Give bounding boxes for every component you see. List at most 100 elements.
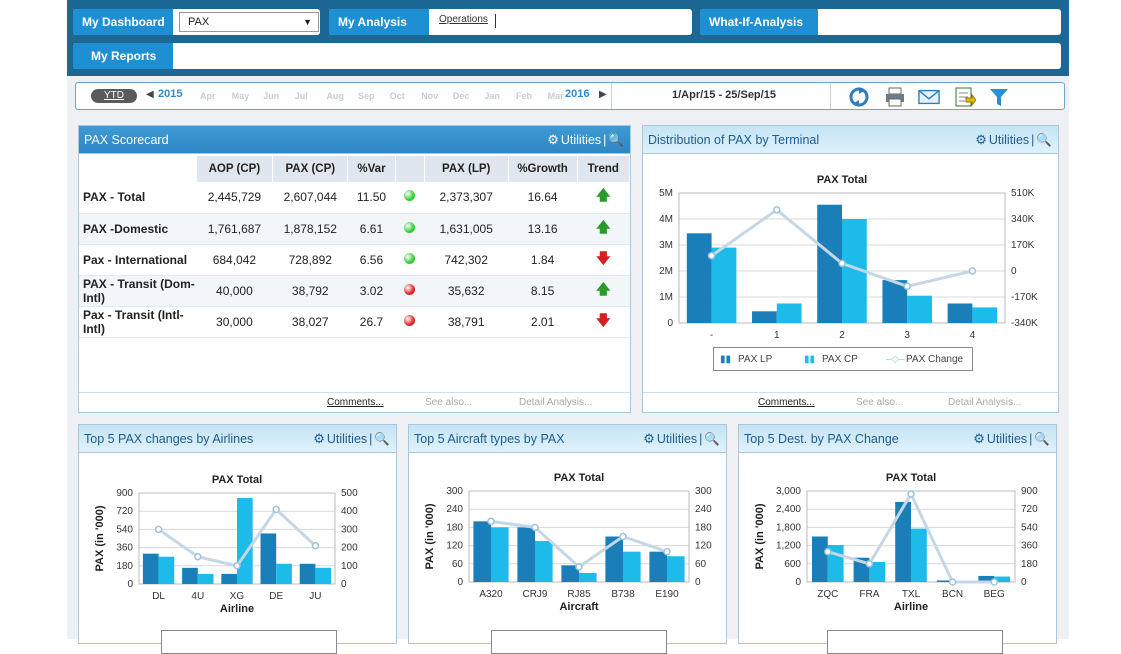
utilities-label: Utilities: [986, 432, 1028, 446]
whatif-nav: What-If-Analysis: [700, 9, 1061, 35]
utilities-menu[interactable]: ⚙ Utilities | 🔍: [975, 132, 1052, 148]
year-start[interactable]: 2015: [158, 88, 183, 100]
row-label: Pax - International: [79, 244, 197, 276]
bar: [649, 551, 667, 582]
column-header: AOP (CP): [196, 156, 274, 182]
ytd-button[interactable]: YTD: [91, 89, 137, 103]
utilities-menu[interactable]: ⚙ Utilities | 🔍: [547, 132, 624, 148]
month-jan[interactable]: Jan: [484, 91, 500, 101]
export-icon[interactable]: [954, 86, 976, 108]
y-tick-label: 240: [446, 504, 463, 515]
x-tick-label: JU: [309, 591, 321, 602]
x-tick-label: 4: [970, 330, 976, 341]
column-header: %Growth: [508, 156, 578, 182]
panel-title: PAX Scorecard: [84, 133, 169, 147]
line-point: [619, 532, 627, 541]
month-aug[interactable]: Aug: [326, 91, 344, 101]
table-row[interactable]: PAX - Total 2,445,729 2,607,044 11.50 2,373,…: [79, 182, 630, 214]
month-jun[interactable]: Jun: [263, 91, 280, 101]
separator: |: [699, 432, 703, 446]
refresh-icon[interactable]: [848, 86, 870, 108]
utilities-menu[interactable]: ⚙ Utilities | 🔍: [973, 431, 1050, 447]
bar: [811, 536, 828, 582]
dashboard-select-value: PAX: [188, 16, 210, 28]
dashboard-select[interactable]: PAX ▼: [179, 12, 319, 32]
legend-pax-lp: PAX LP: [738, 354, 773, 365]
status-cell: [395, 182, 425, 214]
print-icon[interactable]: [884, 86, 906, 108]
see-also-link[interactable]: See also...: [425, 397, 473, 408]
month-feb[interactable]: Feb: [516, 91, 533, 101]
separator: |: [603, 133, 607, 147]
my-analysis-tab[interactable]: My Analysis: [329, 9, 429, 35]
my-dashboard-tab[interactable]: My Dashboard: [73, 9, 173, 35]
month-may[interactable]: May: [231, 91, 250, 101]
table-row[interactable]: PAX - Transit (Dom-Intl) 40,000 38,792 3.02…: [79, 275, 630, 307]
dest-panel: Top 5 Dest. by PAX Change ⚙ Utilities | 🔍 P…: [738, 424, 1057, 654]
y-tick-label: 300: [446, 486, 463, 497]
trend-up-icon: 🡅: [596, 280, 611, 297]
month-nov[interactable]: Nov: [421, 91, 439, 101]
table-row[interactable]: PAX -Domestic 1,761,687 1,878,152 6.61 1,631…: [79, 213, 630, 245]
y-tick-label: 3M: [659, 240, 673, 251]
dropdown-arrow-icon: ▼: [303, 17, 312, 27]
y2-tick-label: -340K: [1011, 318, 1038, 329]
what-if-analysis-tab[interactable]: What-If-Analysis: [700, 9, 818, 35]
month-sep[interactable]: Sep: [358, 91, 375, 101]
my-reports-tab[interactable]: My Reports: [73, 43, 173, 69]
operations-link[interactable]: Operations: [439, 14, 496, 28]
bar: [978, 575, 995, 582]
y-tick-label: 360: [116, 543, 133, 554]
y2-tick-label: 300: [695, 486, 712, 497]
zoom-icon[interactable]: 🔍: [704, 431, 720, 446]
utilities-menu[interactable]: ⚙ Utilities | 🔍: [643, 431, 720, 447]
y2-tick-label: 540: [1021, 522, 1038, 533]
status-red-icon: [404, 283, 416, 295]
bar: [517, 527, 535, 582]
comments-link[interactable]: Comments...: [327, 397, 384, 408]
bar: [276, 563, 292, 584]
zoom-icon[interactable]: 🔍: [1036, 132, 1052, 147]
detail-analysis-link[interactable]: Detail Analysis...: [948, 397, 1022, 408]
separator: |: [369, 432, 373, 446]
zoom-icon[interactable]: 🔍: [374, 431, 390, 446]
dashboard-nav: My Dashboard PAX ▼: [73, 9, 320, 35]
y-tick-label: 0: [795, 577, 801, 588]
month-jul[interactable]: Jul: [294, 91, 308, 101]
detail-analysis-link[interactable]: Detail Analysis...: [519, 397, 593, 408]
y2-tick-label: 180: [1021, 559, 1038, 570]
timeline-prev-icon[interactable]: ◀: [146, 89, 154, 100]
bar: [972, 307, 998, 323]
bar: [237, 498, 253, 584]
trend-cell: 🡅: [577, 275, 630, 307]
status-cell: [395, 275, 425, 307]
gears-icon: ⚙: [313, 431, 325, 446]
timeline-next-icon[interactable]: ▶: [599, 89, 607, 100]
month-mar[interactable]: Mar: [547, 91, 564, 101]
y-axis-label: PAX (in '000): [424, 503, 436, 569]
table-row[interactable]: Pax - International 684,042 728,892 6.56 742…: [79, 244, 630, 276]
email-icon[interactable]: [918, 86, 940, 108]
comments-link[interactable]: Comments...: [758, 397, 815, 408]
month-dec[interactable]: Dec: [452, 91, 470, 101]
row-label: PAX - Transit (Dom-Intl): [79, 275, 197, 307]
filter-icon[interactable]: [988, 86, 1010, 108]
zoom-icon[interactable]: 🔍: [608, 132, 624, 147]
y2-tick-label: 720: [1021, 504, 1038, 515]
bar: [158, 556, 175, 584]
zoom-icon[interactable]: 🔍: [1034, 431, 1050, 446]
month-apr[interactable]: Apr: [200, 91, 216, 101]
x-axis-label: Airline: [894, 601, 928, 613]
table-cell: 728,892: [272, 244, 348, 276]
utilities-menu[interactable]: ⚙ Utilities | 🔍: [313, 431, 390, 447]
year-end[interactable]: 2016: [565, 88, 590, 100]
see-also-link[interactable]: See also...: [856, 397, 904, 408]
table-row[interactable]: Pax - Transit (Intl-Intl) 30,000 38,027 26.…: [79, 306, 630, 338]
x-tick-label: BCN: [942, 589, 963, 600]
month-oct[interactable]: Oct: [389, 91, 405, 101]
bar: [752, 311, 777, 323]
table-cell: 30,000: [196, 306, 273, 338]
y-tick-label: 5M: [659, 188, 673, 199]
bar: [197, 573, 214, 584]
row-label: PAX -Domestic: [79, 213, 197, 245]
